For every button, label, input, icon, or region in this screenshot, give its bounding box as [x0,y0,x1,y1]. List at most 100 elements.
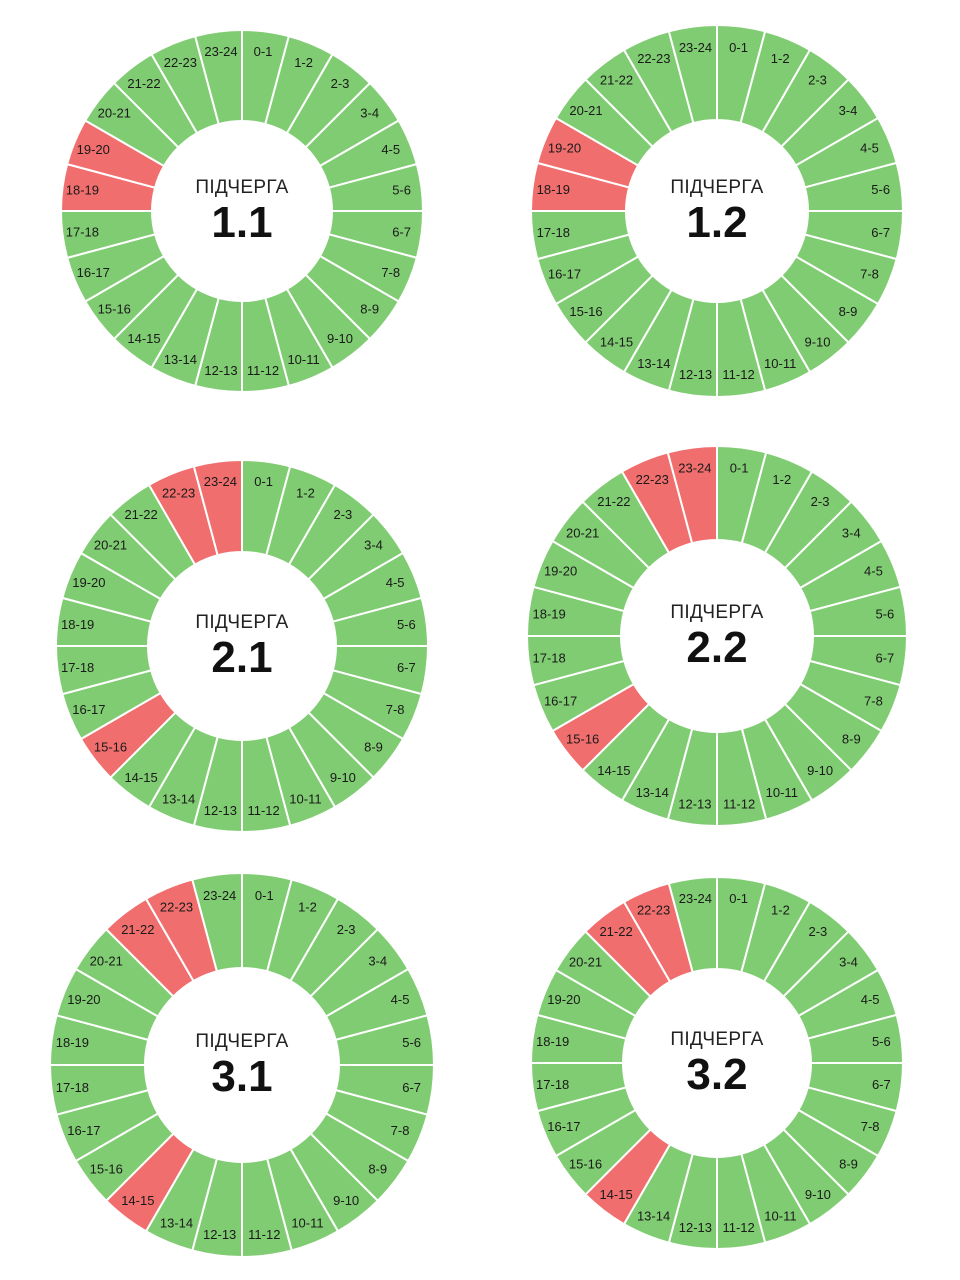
hour-label-10-11: 10-11 [287,352,319,367]
hour-label-2-3: 2-3 [337,922,356,937]
hour-label-8-9: 8-9 [368,1162,387,1177]
hour-label-11-12: 11-12 [723,796,755,811]
hour-label-6-7: 6-7 [871,225,890,240]
donut-center [153,122,331,300]
hour-label-3-4: 3-4 [360,106,379,121]
hour-label-4-5: 4-5 [381,142,400,157]
hour-label-15-16: 15-16 [569,304,602,319]
hour-label-4-5: 4-5 [861,992,880,1007]
hour-label-0-1: 0-1 [730,461,749,476]
hour-label-18-19: 18-19 [56,1035,89,1050]
hour-label-6-7: 6-7 [872,1077,891,1092]
hour-label-2-3: 2-3 [811,494,830,509]
hour-label-5-6: 5-6 [871,182,890,197]
hour-label-18-19: 18-19 [533,606,566,621]
hour-label-9-10: 9-10 [807,763,833,778]
donut-chart-queue-4: 0-1 1-2 2-3 3-4 4-5 5-6 6-7 7-8 8-9 9-10 10-11 11-1… [525,444,909,828]
donut-center [627,121,807,301]
hour-label-18-19: 18-19 [61,617,94,632]
hour-label-7-8: 7-8 [860,267,879,282]
hour-label-14-15: 14-15 [599,1187,632,1202]
hour-label-23-24: 23-24 [679,891,712,906]
hour-label-18-19: 18-19 [537,182,570,197]
hour-label-17-18: 17-18 [537,225,570,240]
hour-label-11-12: 11-12 [247,363,279,378]
hour-label-16-17: 16-17 [67,1123,100,1138]
donut-segments: 0-1 1-2 2-3 3-4 4-5 5-6 6-7 7-8 8-9 9-10 10-11 11-1… [529,875,905,1251]
hour-label-19-20: 19-20 [548,140,581,155]
hour-label-16-17: 16-17 [544,693,577,708]
hour-label-1-2: 1-2 [298,899,317,914]
center-label: ПІДЧЕРГА [670,602,763,623]
hour-label-4-5: 4-5 [386,575,405,590]
hour-label-17-18: 17-18 [536,1077,569,1092]
hour-label-21-22: 21-22 [124,507,157,522]
donut-chart-queue-6: 0-1 1-2 2-3 3-4 4-5 5-6 6-7 7-8 8-9 9-10 10-11 11-1… [529,875,905,1251]
hour-label-19-20: 19-20 [77,142,110,157]
center-label: ПІДЧЕРГА [195,177,288,198]
hour-label-13-14: 13-14 [637,356,670,371]
hour-label-21-22: 21-22 [599,924,632,939]
hour-label-7-8: 7-8 [861,1119,880,1134]
hour-label-15-16: 15-16 [98,302,131,317]
donut-segments: 0-1 1-2 2-3 3-4 4-5 5-6 6-7 7-8 8-9 9-10 10-11 11-1… [54,458,430,834]
hour-label-6-7: 6-7 [392,225,411,240]
hour-label-19-20: 19-20 [67,992,100,1007]
hour-label-12-13: 12-13 [679,367,712,382]
hour-label-10-11: 10-11 [766,785,798,800]
hour-label-14-15: 14-15 [124,770,157,785]
hour-label-1-2: 1-2 [294,55,313,70]
segment-on-23-24 [191,871,243,973]
hour-label-23-24: 23-24 [203,888,236,903]
hour-label-16-17: 16-17 [77,265,110,280]
hour-label-21-22: 21-22 [127,76,160,91]
hour-label-2-3: 2-3 [334,507,353,522]
hour-label-2-3: 2-3 [331,76,350,91]
hour-label-23-24: 23-24 [204,474,237,489]
hour-label-2-3: 2-3 [809,924,828,939]
hour-label-5-6: 5-6 [872,1034,891,1049]
hour-label-22-23: 22-23 [636,472,669,487]
hour-label-9-10: 9-10 [327,331,353,346]
donut-chart-queue-2: 0-1 1-2 2-3 3-4 4-5 5-6 6-7 7-8 8-9 9-10 10-11 11-1… [529,23,905,399]
hour-label-0-1: 0-1 [254,44,273,59]
hour-label-16-17: 16-17 [547,1119,580,1134]
hour-label-5-6: 5-6 [402,1035,421,1050]
hour-label-10-11: 10-11 [289,792,321,807]
hour-label-1-2: 1-2 [771,51,790,66]
donut-center [622,541,812,731]
hour-label-3-4: 3-4 [839,955,858,970]
queue-number: 2.2 [686,623,747,672]
hour-label-16-17: 16-17 [72,702,105,717]
hour-label-0-1: 0-1 [729,891,748,906]
hour-label-8-9: 8-9 [839,1156,858,1171]
segment-off-23-24 [192,458,243,557]
queue-number: 2.1 [211,633,272,682]
hour-label-8-9: 8-9 [842,732,861,747]
hour-label-6-7: 6-7 [875,651,894,666]
hour-label-22-23: 22-23 [164,55,197,70]
hour-label-13-14: 13-14 [636,785,669,800]
hour-label-15-16: 15-16 [569,1156,602,1171]
hour-label-9-10: 9-10 [805,1187,831,1202]
hour-label-17-18: 17-18 [66,225,99,240]
hour-label-17-18: 17-18 [533,651,566,666]
segment-off-23-24 [666,444,718,545]
hour-label-19-20: 19-20 [547,992,580,1007]
donut-center [624,970,810,1156]
hour-label-20-21: 20-21 [98,106,131,121]
segment-on-23-24 [193,28,243,126]
hour-label-4-5: 4-5 [864,564,883,579]
hour-label-19-20: 19-20 [544,564,577,579]
donut-center [149,553,335,739]
hour-label-12-13: 12-13 [204,363,237,378]
hour-label-3-4: 3-4 [364,538,383,553]
donut-center [146,969,338,1161]
donut-segments: 0-1 1-2 2-3 3-4 4-5 5-6 6-7 7-8 8-9 9-10 10-11 11-1… [529,23,905,399]
hour-label-18-19: 18-19 [66,182,99,197]
hour-label-14-15: 14-15 [600,334,633,349]
hour-label-17-18: 17-18 [61,660,94,675]
hour-label-15-16: 15-16 [90,1162,123,1177]
queue-number: 3.1 [211,1052,272,1101]
